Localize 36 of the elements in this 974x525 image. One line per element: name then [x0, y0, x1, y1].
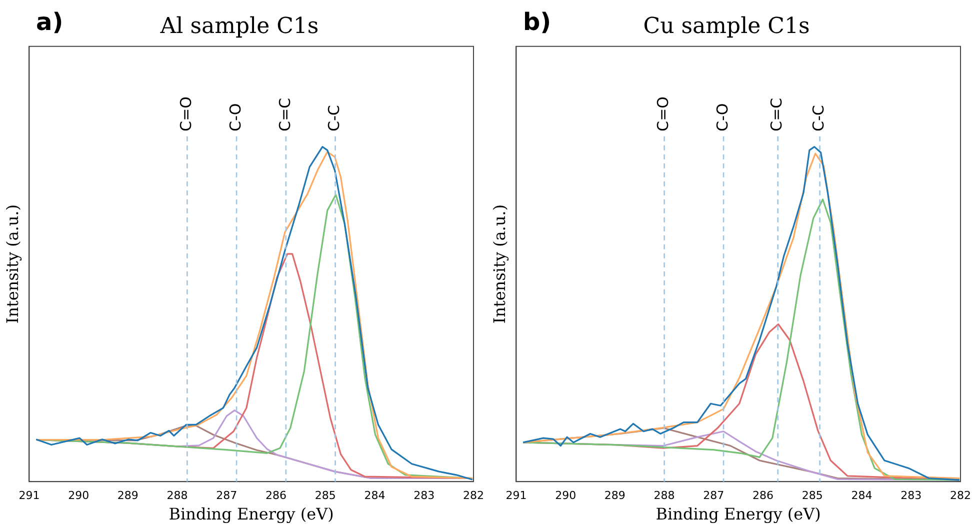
ref-line-label: C-O [226, 103, 244, 132]
x-tick-label: 290 [68, 489, 90, 502]
ref-line-label: C-O [713, 103, 732, 132]
ref-line-label: C=O [177, 96, 196, 132]
x-tick-label: 290 [555, 489, 576, 502]
x-tick-label: 287 [216, 489, 238, 502]
x-tick-label: 285 [314, 489, 336, 502]
y-axis-title: Intensity (a.u.) [2, 204, 22, 324]
ref-line-label: C=C [276, 98, 294, 132]
chart-title: Cu sample C1s [643, 14, 810, 39]
x-tick-label: 288 [166, 489, 188, 502]
x-tick-label: 285 [802, 489, 823, 502]
x-tick-label: 283 [900, 489, 922, 502]
x-tick-label: 286 [266, 489, 287, 502]
x-tick-label: 282 [463, 489, 484, 502]
ref-line-label: C-C [810, 105, 828, 132]
ref-line-label: C-C [325, 105, 344, 132]
x-tick-label: 284 [364, 489, 386, 502]
x-tick-label: 284 [851, 489, 872, 502]
x-tick-label: 291 [506, 489, 527, 502]
x-axis-title: Binding Energy (eV) [656, 504, 821, 524]
x-axis-title: Binding Energy (eV) [168, 504, 334, 524]
ref-line-label: C=C [768, 98, 786, 132]
x-tick-label: 289 [117, 489, 138, 502]
x-tick-label: 288 [654, 489, 675, 502]
x-tick-label: 286 [752, 489, 774, 502]
x-tick-label: 287 [703, 489, 724, 502]
x-tick-label: 289 [604, 489, 626, 502]
chart-title: Al sample C1s [159, 14, 319, 39]
text: b) [523, 8, 552, 36]
text: a) [36, 8, 64, 36]
ref-line-label: C=O [654, 96, 672, 132]
x-tick-label: 282 [950, 489, 971, 502]
y-axis-title: Intensity (a.u.) [490, 204, 509, 324]
x-tick-label: 283 [414, 489, 435, 502]
x-tick-label: 291 [18, 489, 40, 502]
